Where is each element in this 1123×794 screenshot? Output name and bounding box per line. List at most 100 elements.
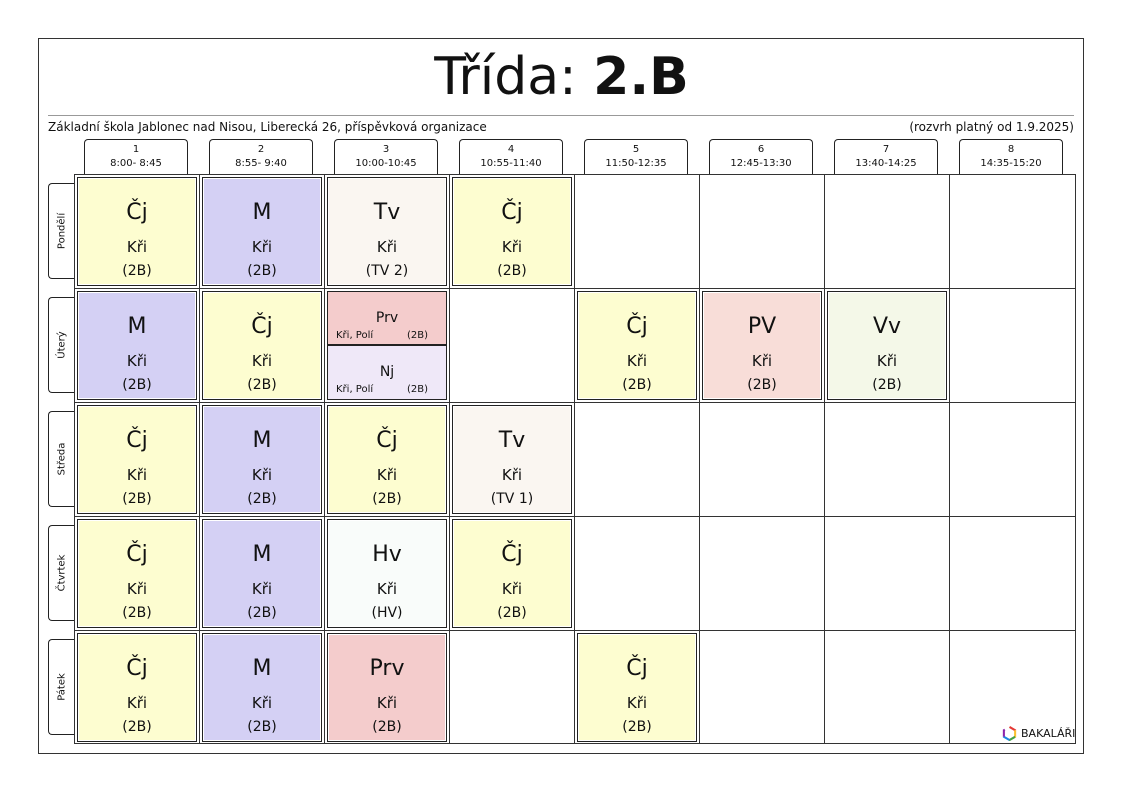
lesson-subject: M [252, 542, 272, 567]
lesson-card[interactable]: Vv Kři (2B) [827, 291, 947, 400]
lesson-card[interactable]: M Kři (2B) [202, 177, 322, 286]
grid-column-line [949, 174, 950, 744]
split-lesson-card[interactable]: Prv Kři, Polí (2B) [327, 291, 447, 345]
lesson-teacher: Kři [126, 238, 148, 256]
lesson-card[interactable]: Tv Kři (TV 1) [452, 405, 572, 514]
period-header-4: 4 10:55-11:40 [459, 139, 563, 175]
period-header-3: 3 10:00-10:45 [334, 139, 438, 175]
lesson-teacher: Kři [751, 352, 773, 370]
lesson-teacher: Kři, Polí [336, 384, 374, 395]
lesson-group: (2B) [122, 719, 152, 735]
period-time: 8:00- 8:45 [110, 158, 162, 169]
grid-column-line [574, 174, 575, 744]
lesson-subject: Čj [626, 314, 648, 339]
lesson-group: (HV) [371, 605, 403, 621]
lesson-teacher: Kři, Polí [336, 330, 374, 341]
period-number: 4 [507, 144, 515, 155]
page-title: Třída: 2.B [0, 45, 1123, 109]
lesson-teacher: Kři [626, 694, 648, 712]
period-number: 1 [132, 144, 140, 155]
lesson-card[interactable]: Čj Kři (2B) [577, 291, 697, 400]
lesson-teacher: Kři [876, 352, 898, 370]
lesson-group: (2B) [122, 263, 152, 279]
timetable-grid [74, 174, 1076, 744]
lesson-group: (2B) [122, 377, 152, 393]
lesson-card[interactable]: Prv Kři (2B) [327, 633, 447, 742]
split-lesson-card[interactable]: Nj Kři, Polí (2B) [327, 345, 447, 400]
grid-column-line [449, 174, 450, 744]
title-prefix: Třída: [434, 47, 577, 107]
lesson-teacher: Kři [626, 352, 648, 370]
grid-row-line [74, 630, 1076, 631]
day-header-wednesday: Středa [48, 411, 75, 507]
lesson-subject: Nj [379, 364, 395, 380]
grid-row-line [74, 516, 1076, 517]
lesson-card[interactable]: Čj Kři (2B) [77, 633, 197, 742]
day-label: Čtvrtek [56, 554, 68, 592]
grid-row-line [74, 402, 1076, 403]
day-header-thursday: Čtvrtek [48, 525, 75, 621]
period-time: 13:40-14:25 [855, 158, 917, 169]
lesson-card[interactable]: Čj Kři (2B) [77, 405, 197, 514]
day-label: Úterý [56, 331, 68, 359]
lesson-card[interactable]: Čj Kři (2B) [452, 177, 572, 286]
bakalari-logo: BAKALÁŘI [1002, 724, 1075, 742]
lesson-card[interactable]: Hv Kři (HV) [327, 519, 447, 628]
lesson-teacher: Kři [376, 580, 398, 598]
lesson-teacher: Kři [126, 466, 148, 484]
day-header-friday: Pátek [48, 639, 75, 735]
lesson-teacher: Kři [126, 694, 148, 712]
lesson-subject: Čj [126, 542, 148, 567]
lesson-card[interactable]: Čj Kři (2B) [77, 519, 197, 628]
lesson-subject: Čj [376, 428, 398, 453]
lesson-subject: Čj [126, 200, 148, 225]
period-header-5: 5 11:50-12:35 [584, 139, 688, 175]
lesson-card[interactable]: M Kři (2B) [77, 291, 197, 400]
lesson-group: (2B) [247, 377, 277, 393]
lesson-card[interactable]: Čj Kři (2B) [77, 177, 197, 286]
period-header-8: 8 14:35-15:20 [959, 139, 1063, 175]
lesson-subject: Čj [126, 428, 148, 453]
grid-row-line [74, 288, 1076, 289]
lesson-card[interactable]: PV Kři (2B) [702, 291, 822, 400]
lesson-card[interactable]: Čj Kři (2B) [452, 519, 572, 628]
lesson-card[interactable]: Tv Kři (TV 2) [327, 177, 447, 286]
lesson-card[interactable]: M Kři (2B) [202, 633, 322, 742]
lesson-group: (2B) [372, 491, 402, 507]
period-header-7: 7 13:40-14:25 [834, 139, 938, 175]
lesson-group: (2B) [247, 263, 277, 279]
grid-column-line [699, 174, 700, 744]
bakalari-logo-icon [1002, 725, 1017, 741]
period-number: 7 [882, 144, 890, 155]
lesson-group: (2B) [122, 491, 152, 507]
grid-column-line [324, 174, 325, 744]
lesson-subject: M [252, 200, 272, 225]
lesson-subject: Čj [626, 656, 648, 681]
lesson-subject: Tv [373, 200, 401, 225]
lesson-teacher: Kři [251, 238, 273, 256]
lesson-group: (2B) [372, 719, 402, 735]
lesson-group: (TV 2) [365, 263, 409, 279]
lesson-teacher: Kři [251, 694, 273, 712]
lesson-card[interactable]: Čj Kři (2B) [327, 405, 447, 514]
lesson-subject: PV [747, 314, 777, 339]
lesson-subject: Čj [251, 314, 273, 339]
lesson-group: (2B) [497, 605, 527, 621]
lesson-subject: Vv [872, 314, 902, 339]
lesson-subject: Čj [501, 542, 523, 567]
lesson-teacher: Kři [376, 694, 398, 712]
lesson-subject: Prv [369, 656, 405, 681]
lesson-teacher: Kři [251, 352, 273, 370]
lesson-teacher: Kři [501, 580, 523, 598]
period-number: 8 [1007, 144, 1015, 155]
lesson-card[interactable]: M Kři (2B) [202, 519, 322, 628]
lesson-teacher: Kři [501, 466, 523, 484]
lesson-group: (2B) [622, 719, 652, 735]
lesson-teacher: Kři [126, 580, 148, 598]
title-divider [48, 115, 1074, 116]
period-number: 3 [382, 144, 390, 155]
lesson-card[interactable]: M Kři (2B) [202, 405, 322, 514]
lesson-subject: M [252, 656, 272, 681]
lesson-card[interactable]: Čj Kři (2B) [202, 291, 322, 400]
lesson-card[interactable]: Čj Kři (2B) [577, 633, 697, 742]
